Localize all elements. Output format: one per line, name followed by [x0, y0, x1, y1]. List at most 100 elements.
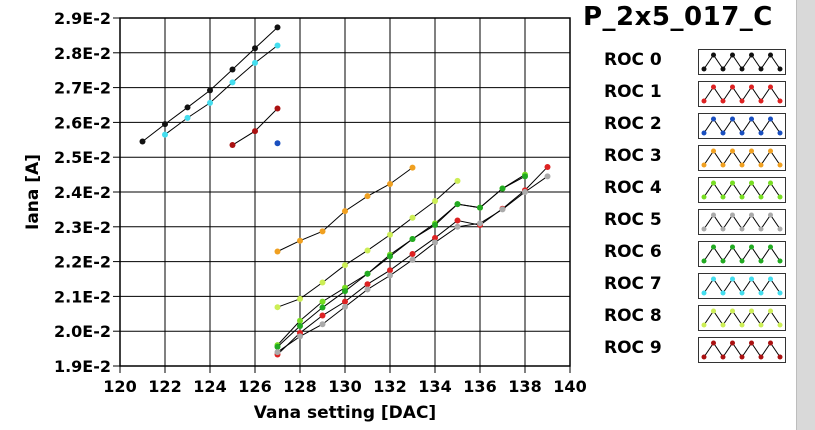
- data-point: [207, 87, 213, 94]
- data-point: [454, 177, 461, 184]
- legend-swatch-marker: [758, 194, 764, 200]
- legend-swatch-marker: [739, 354, 745, 360]
- series-roc-5: [274, 173, 551, 356]
- data-point: [342, 288, 348, 295]
- legend-swatch-marker: [758, 226, 764, 232]
- data-point: [274, 304, 281, 311]
- data-point: [387, 180, 393, 187]
- x-tick-label: 130: [328, 377, 361, 396]
- legend-swatch-marker: [749, 116, 754, 122]
- data-point: [319, 279, 326, 286]
- data-point: [252, 128, 258, 135]
- data-point: [364, 286, 371, 293]
- legend-swatch-marker: [768, 308, 773, 314]
- legend-item: ROC 1: [596, 78, 792, 110]
- legend-swatch-marker: [701, 162, 707, 168]
- legend-swatch-marker: [720, 66, 726, 72]
- legend-swatch-marker: [730, 244, 735, 250]
- legend-swatch-marker: [739, 258, 745, 264]
- legend-swatch-marker: [730, 180, 735, 186]
- legend-swatch-marker: [777, 66, 783, 72]
- data-point: [342, 262, 348, 269]
- legend: ROC 0 ROC 1 ROC 2 ROC 3 ROC 4 ROC 5 ROC 6 ROC 7…: [596, 46, 792, 368]
- legend-label: ROC 4: [604, 178, 662, 198]
- legend-swatch-marker: [768, 212, 773, 218]
- legend-swatch-marker: [701, 354, 707, 360]
- legend-swatch-marker: [758, 66, 764, 72]
- legend-swatch-marker: [749, 148, 754, 154]
- legend-swatch-marker: [730, 212, 735, 218]
- x-tick-label: 124: [193, 377, 226, 396]
- legend-swatch-marker: [730, 308, 735, 314]
- panel-title: P_2x5_017_C: [583, 2, 773, 32]
- legend-swatch-graphic: [701, 116, 783, 136]
- legend-item: ROC 0: [596, 46, 792, 78]
- legend-swatch-marker: [768, 340, 773, 346]
- x-tick-label: 122: [148, 377, 181, 396]
- data-point: [499, 206, 506, 213]
- axis-ticks: 120 122 124 126 128 130 132 134 136 138 140 1.9E-2 2…: [54, 9, 587, 396]
- data-point: [432, 222, 438, 229]
- legend-swatch-marker: [777, 290, 783, 296]
- legend-label: ROC 9: [604, 338, 662, 358]
- data-point: [274, 24, 281, 31]
- series-line: [277, 175, 526, 348]
- legend-swatch-graphic: [701, 212, 783, 232]
- y-tick-label: 2.7E-2: [54, 79, 111, 98]
- series-line: [277, 175, 548, 353]
- y-tick-label: 2.6E-2: [54, 113, 111, 132]
- data-point: [477, 204, 483, 211]
- legend-swatch-marker: [730, 116, 735, 122]
- legend-swatch-marker: [701, 226, 707, 232]
- series-line: [277, 174, 526, 346]
- legend-swatch-graphic: [701, 244, 783, 264]
- legend-item: ROC 2: [596, 110, 792, 142]
- legend-swatch-graphic: [701, 52, 783, 72]
- legend-swatch-marker: [701, 258, 707, 264]
- y-tick-label: 2.9E-2: [54, 9, 111, 28]
- legend-swatch-marker: [739, 226, 745, 232]
- data-point: [364, 281, 371, 288]
- series-roc-0: [139, 24, 281, 145]
- data-point: [319, 298, 326, 305]
- x-tick-label: 136: [463, 377, 496, 396]
- data-point: [229, 142, 236, 149]
- data-point: [274, 349, 281, 356]
- data-point: [544, 163, 551, 170]
- legend-swatch-marker: [749, 276, 754, 282]
- data-point: [409, 164, 416, 171]
- legend-swatch-graphic: [701, 84, 783, 104]
- data-point: [409, 235, 416, 242]
- data-point: [342, 208, 348, 215]
- legend-label: ROC 3: [604, 146, 662, 166]
- legend-swatch-marker: [768, 180, 773, 186]
- data-point: [274, 42, 281, 49]
- legend-swatch-marker: [711, 180, 716, 186]
- y-axis-title: Iana [A]: [23, 154, 43, 230]
- legend-label: ROC 8: [604, 306, 662, 326]
- data-point: [522, 189, 528, 195]
- legend-swatch-marker: [711, 148, 716, 154]
- data-point: [409, 214, 416, 221]
- legend-swatch: [698, 177, 786, 203]
- legend-swatch-marker: [758, 258, 764, 264]
- data-point: [409, 250, 416, 257]
- legend-swatch-marker: [768, 52, 773, 58]
- legend-item: ROC 3: [596, 142, 792, 174]
- legend-swatch-graphic: [701, 340, 783, 360]
- legend-swatch-marker: [777, 98, 783, 104]
- vertical-scrollbar[interactable]: [796, 0, 815, 430]
- data-point: [342, 298, 348, 305]
- legend-swatch-marker: [777, 322, 783, 328]
- data-point: [432, 198, 438, 205]
- y-tick-label: 2.3E-2: [54, 218, 111, 237]
- data-point: [274, 105, 281, 112]
- legend-swatch-marker: [701, 194, 707, 200]
- legend-swatch-marker: [720, 290, 726, 296]
- data-point: [522, 173, 528, 180]
- x-tick-label: 128: [283, 377, 316, 396]
- legend-label: ROC 7: [604, 274, 662, 294]
- data-point: [454, 223, 461, 230]
- legend-swatch-marker: [720, 130, 726, 136]
- legend-swatch-marker: [749, 212, 754, 218]
